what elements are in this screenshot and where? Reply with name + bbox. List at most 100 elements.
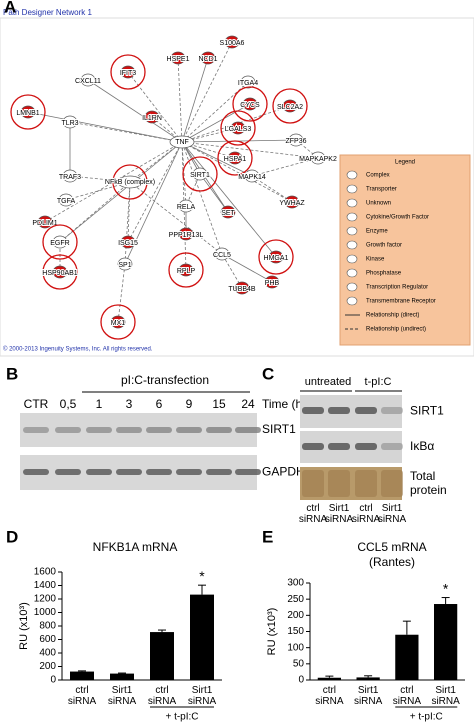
node-ring [110,54,146,90]
network-node [52,235,68,249]
label-line: ctrl [323,685,336,696]
node-label: HSPA1 [224,156,247,163]
band [328,470,350,497]
network-node [144,110,160,124]
band [23,427,49,433]
bar [395,634,419,680]
y-tick-label: 800 [39,621,56,632]
label-line: ctrl [306,503,319,514]
network-node [264,275,280,289]
network-node [310,151,326,165]
network-edge [127,141,183,243]
legend-label: Transporter [366,187,397,193]
network-node [268,250,284,264]
node-ring [182,156,218,192]
y-tick-label: 1400 [34,580,57,591]
lane-label: 0,5 [60,397,77,411]
band [176,469,202,475]
y-tick-label: 0 [50,675,56,686]
network-node [230,121,246,135]
row-label: Total protein [410,469,447,497]
band [206,469,232,475]
node-label: SIRT1 [190,172,210,179]
legend-label: Complex [366,173,390,179]
legend-label: Relationship (undirect) [366,327,426,333]
chart-subtitle: (Rantes) [369,555,415,569]
node-label: CXCL11 [75,78,101,85]
group-label: + t-pI:C [165,712,198,723]
band [146,427,172,433]
network-node [224,35,240,49]
node-label: CCL5 [213,252,231,259]
network-edge [181,141,187,271]
network-edge [181,57,209,143]
chart-title: NFKB1A mRNA [93,540,178,554]
node-label: S100A6 [220,40,245,47]
label-line: siRNA [378,514,407,525]
node-ring [42,224,78,260]
node-label: YWHAZ [279,200,305,207]
label-line: Sirt1 [192,685,213,696]
legend-label: Transcription Regulator [366,285,428,291]
legend-title: Legend [395,160,415,166]
y-tick-label: 100 [287,642,304,653]
network-node [178,227,194,241]
node-label: SET [221,210,235,217]
x-tick-label: Sirt1 siRNA [431,685,460,707]
y-tick-label: 1000 [34,607,57,618]
node-label: LMNB1 [16,110,39,117]
label-line: siRNA [315,696,344,707]
label-line: siRNA [352,514,381,525]
network-edge [199,173,229,213]
lane-label: 15 [212,397,226,411]
y-tick-label: 200 [39,661,56,672]
panel-label: A [4,0,16,16]
label-line: siRNA [431,696,460,707]
bar [317,677,341,680]
band [55,469,81,475]
y-tick-label: 0 [298,675,304,686]
legend-symbol [346,296,358,306]
node-ring [10,94,46,130]
network-edge [69,121,183,143]
band [206,427,232,433]
network-node [170,51,186,65]
node-label: RELA [177,204,196,211]
lane-label: CTR [24,397,49,411]
legend-symbol [346,254,358,264]
significance-label: * [199,568,205,584]
band [116,469,142,475]
legend-label: Unknown [366,201,391,207]
node-label: TLR3 [61,120,78,127]
network-edge [181,141,319,159]
x-tick-label: Sirt1 siRNA [108,685,137,707]
network-node [120,65,136,79]
node-label: TUBB4B [228,286,256,293]
node-label: MAPKAPK2 [299,156,337,163]
network-edge [129,141,183,183]
network-node [200,51,216,65]
network-edge [251,175,293,203]
network-node [288,133,304,147]
label-line: Sirt1 [329,503,350,514]
lane-label: Sirt1 siRNA [378,503,407,525]
network-node [117,257,133,271]
band [55,427,81,433]
node-ring [217,140,253,176]
panel-label: B [6,364,18,383]
bar [190,594,214,680]
legend-symbol [346,212,358,222]
network-node [80,73,96,87]
network-edge [221,253,273,283]
node-ring [100,304,136,340]
node-ring [112,164,148,200]
legend-label: Cytokine/Growth Factor [366,215,429,221]
x-tick-label: Sirt1 siRNA [354,685,383,707]
label-line: siRNA [68,696,97,707]
lane-label: 1 [96,397,103,411]
band [302,443,324,450]
group-label: + t-pI:C [410,712,443,723]
lane-label: 24 [241,397,255,411]
network-node [178,263,194,277]
copyright: © 2000-2013 Ingenuity Systems, Inc. All … [3,346,153,353]
